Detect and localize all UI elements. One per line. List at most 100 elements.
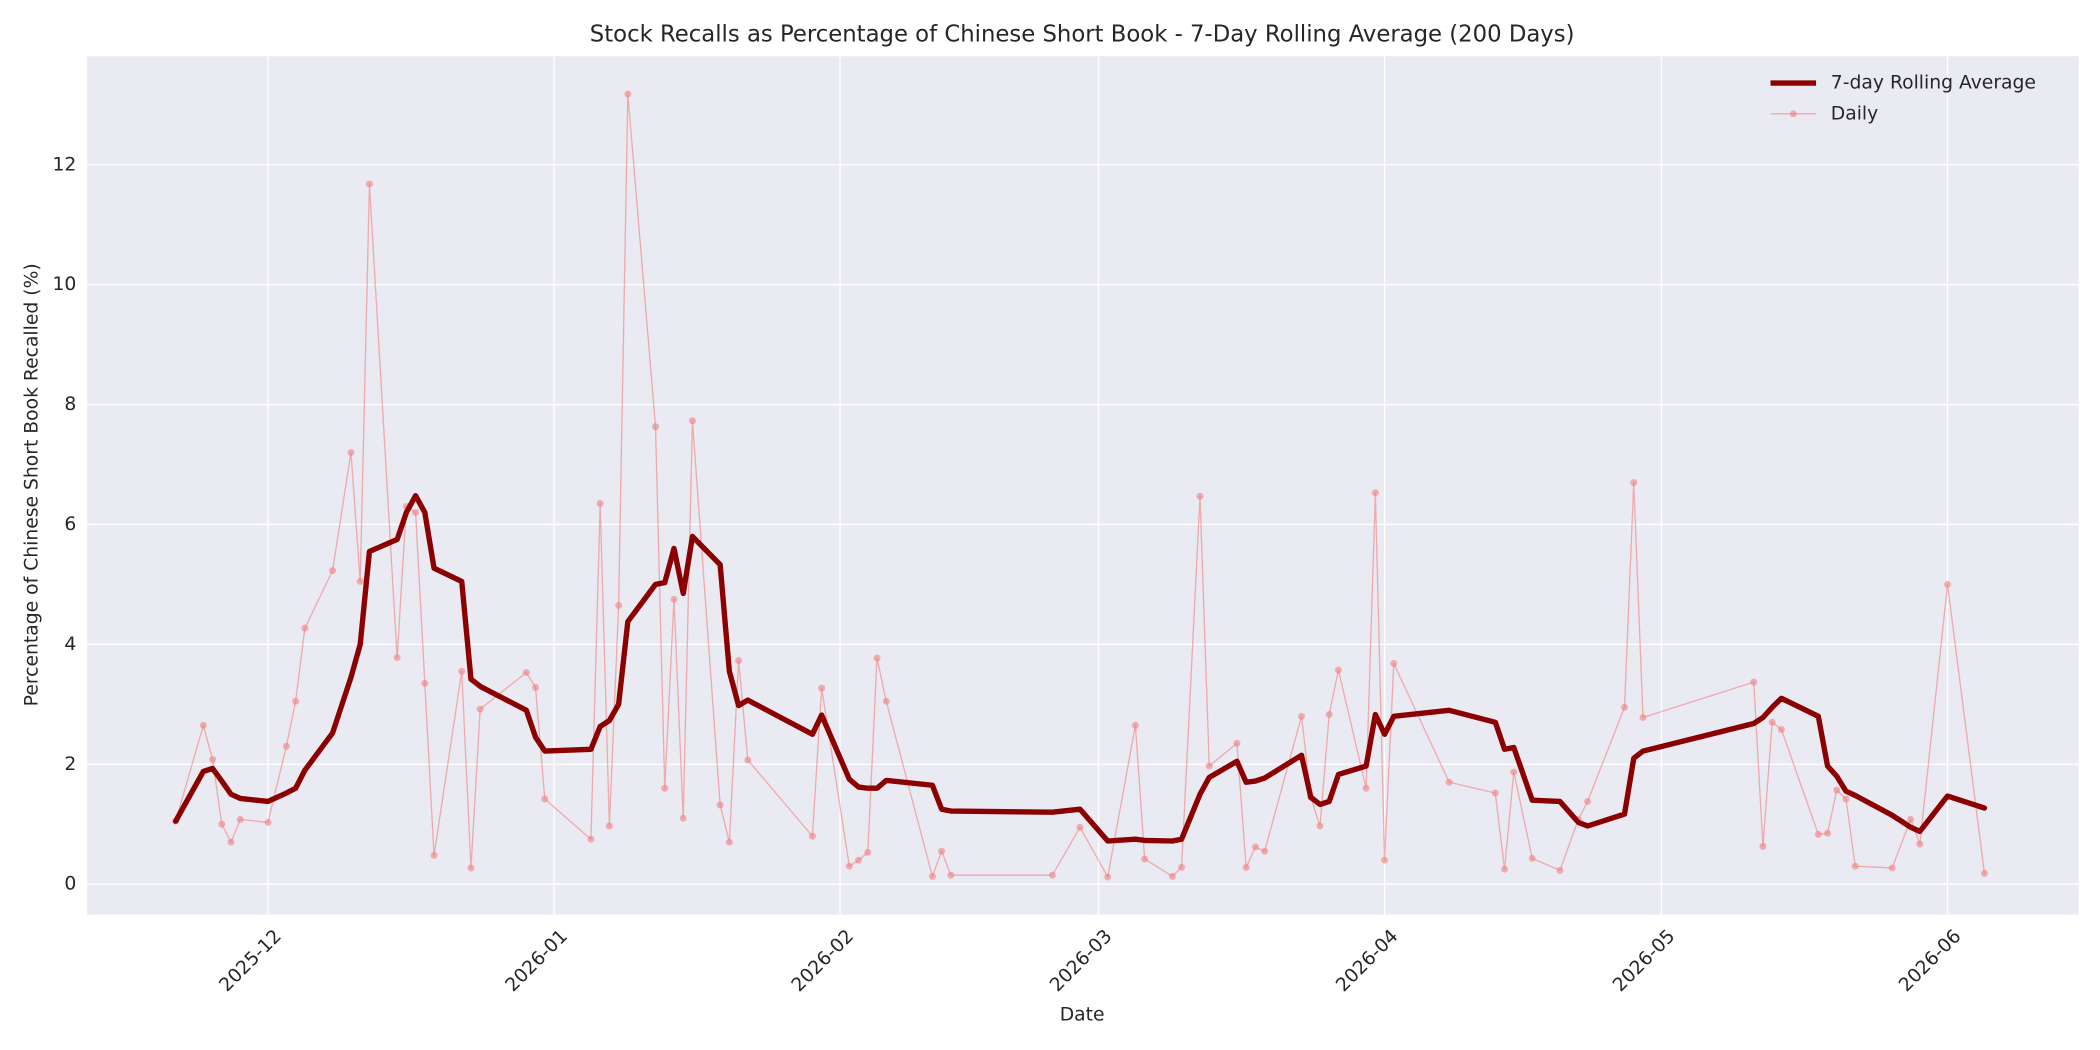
x-tick-label: 2026-05 [1609,926,1679,996]
data-point [1814,830,1822,838]
data-point [1178,863,1186,871]
data-point [347,449,355,457]
data-point [873,654,881,662]
data-point [1501,865,1509,873]
y-axis-label: Percentage of Chinese Short Book Recalle… [22,263,43,706]
data-point [605,822,613,830]
data-point [1251,843,1259,851]
data-point [1371,489,1379,497]
data-point [1768,718,1776,726]
data-point [1777,726,1785,733]
data-point [1630,479,1638,486]
legend-label: 7-day Rolling Average [1831,73,2036,94]
data-point [393,654,401,662]
data-point [688,417,696,425]
data-point [1888,864,1896,872]
data-point [421,679,429,687]
data-point [864,848,872,856]
data-point [1851,862,1859,870]
data-point [476,705,484,713]
data-point [356,577,364,585]
legend-label: Daily [1831,103,1878,124]
x-tick-label: 2026-03 [1046,926,1116,996]
data-point [412,508,420,516]
legend-marker [1789,110,1797,118]
data-point [587,835,595,843]
data-point [209,755,217,763]
data-point [1334,666,1342,674]
data-point [845,862,853,870]
y-tick-label: 10 [52,274,76,295]
data-point [365,180,373,188]
data-point [1048,871,1056,879]
data-point [661,784,669,792]
data-point [1824,829,1832,837]
data-point [670,595,678,603]
data-point [725,838,733,846]
data-point [855,856,863,864]
data-point [1944,580,1952,588]
y-tick-label: 2 [64,754,76,775]
data-point [615,601,623,609]
data-point [1325,711,1333,718]
data-point [458,667,466,675]
data-point [236,815,244,823]
data-point [1196,492,1204,500]
data-point [928,872,936,880]
data-point [522,669,530,677]
x-tick-label: 2025-12 [216,926,286,996]
data-point [1510,768,1518,776]
data-point [199,721,207,729]
data-point [1916,840,1924,848]
data-point [329,567,337,575]
data-point [1261,847,1269,855]
data-point [1316,822,1324,830]
data-point [1980,869,1988,877]
y-tick-label: 0 [64,874,76,895]
data-point [1907,815,1915,823]
data-point [1621,703,1629,711]
data-point [1233,739,1241,747]
data-point [1141,855,1149,863]
data-point [1833,786,1841,794]
data-point [624,90,632,98]
data-point [947,871,955,879]
x-tick-label: 2026-06 [1895,926,1965,996]
data-point [1205,762,1213,770]
data-point [735,657,743,665]
y-tick-label: 12 [52,154,76,175]
data-point [301,624,309,632]
data-point [1639,714,1647,721]
data-point [818,684,826,692]
data-point [1131,721,1139,729]
y-tick-label: 4 [64,634,76,655]
data-point [541,795,549,803]
data-point [264,818,272,826]
data-point [938,847,946,855]
data-point [430,851,438,859]
data-point [1362,784,1370,792]
x-tick-label: 2026-01 [502,926,572,996]
y-tick-label: 8 [64,394,76,415]
data-point [1298,712,1306,720]
data-point [532,684,540,692]
data-point [679,814,687,822]
data-point [467,864,475,872]
chart-title: Stock Recalls as Percentage of Chinese S… [590,21,1575,47]
data-point [1491,789,1499,797]
data-point [716,801,724,809]
data-point [808,832,816,840]
data-point [1381,856,1389,864]
data-point [652,423,660,431]
y-tick-label: 6 [64,514,76,535]
data-point [1076,823,1084,831]
data-point [596,499,604,507]
data-point [1104,873,1112,881]
data-point [1759,842,1767,850]
data-point [1445,778,1453,786]
x-tick-label: 2026-02 [788,926,858,996]
data-point [1750,678,1758,686]
data-point [282,742,290,750]
